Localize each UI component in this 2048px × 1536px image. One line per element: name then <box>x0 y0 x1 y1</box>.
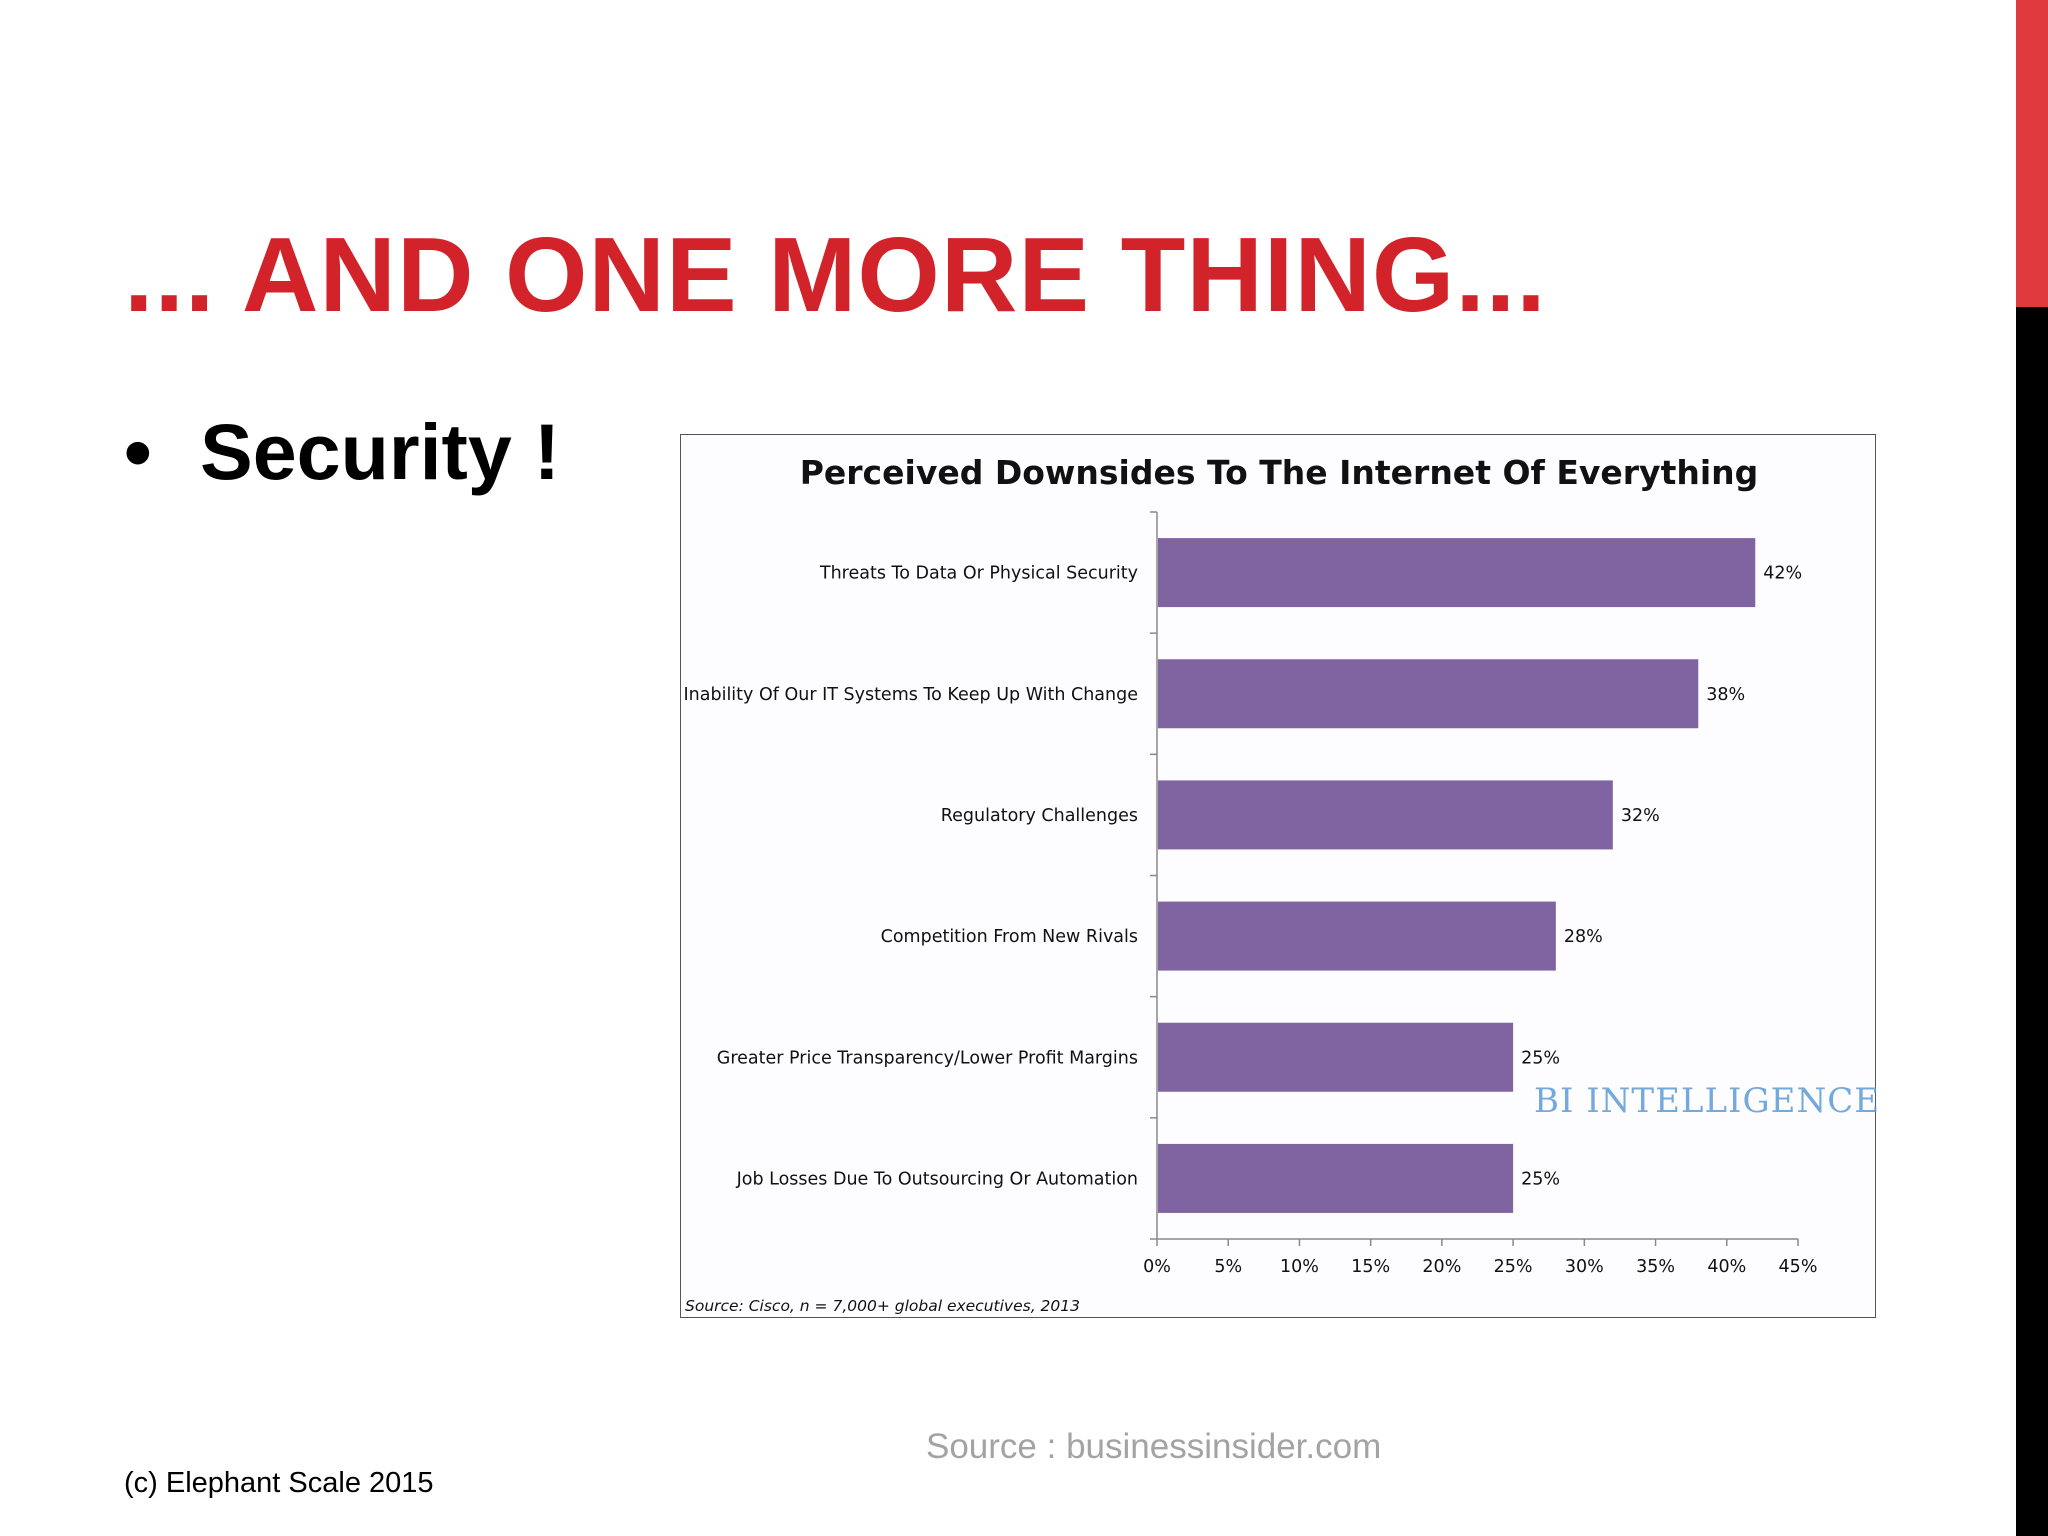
data-label: 25% <box>1521 1048 1560 1068</box>
category-label: Threats To Data Or Physical Security <box>819 564 1138 584</box>
data-label: 38% <box>1706 685 1745 705</box>
footer-source: Source : businessinsider.com <box>926 1427 1382 1466</box>
bullet-text: Security ! <box>200 407 561 496</box>
footer-copyright: (c) Elephant Scale 2015 <box>124 1467 434 1499</box>
x-tick-label: 5% <box>1214 1257 1242 1277</box>
bar <box>1158 1022 1514 1092</box>
accent-bar-black <box>2016 307 2048 1536</box>
chart-frame: Perceived Downsides To The Internet Of E… <box>680 434 1878 1318</box>
bar <box>1158 659 1699 729</box>
x-tick-label: 30% <box>1565 1257 1604 1277</box>
chart-title: Perceived Downsides To The Internet Of E… <box>800 453 1759 492</box>
bi-intelligence-watermark: BI INTELLIGENCE <box>1534 1081 1877 1121</box>
bar <box>1158 901 1556 971</box>
x-tick-label: 45% <box>1779 1257 1818 1277</box>
x-tick-label: 40% <box>1707 1257 1746 1277</box>
bar-chart: Perceived Downsides To The Internet Of E… <box>684 453 1878 1315</box>
x-tick-label: 15% <box>1351 1257 1390 1277</box>
x-tick-label: 10% <box>1280 1257 1319 1277</box>
data-label: 25% <box>1521 1169 1560 1189</box>
x-tick-label: 0% <box>1143 1257 1171 1277</box>
x-tick-label: 20% <box>1422 1257 1461 1277</box>
bar <box>1158 538 1756 608</box>
bar <box>1158 780 1613 850</box>
data-label: 28% <box>1564 927 1603 947</box>
category-label: Inability Of Our IT Systems To Keep Up W… <box>684 685 1139 705</box>
x-tick-label: 25% <box>1494 1257 1533 1277</box>
data-label: 42% <box>1763 564 1802 584</box>
bullet-item-security: • Security ! <box>124 412 560 491</box>
chart-source-note: Source: Cisco, n = 7,000+ global executi… <box>685 1297 1080 1315</box>
category-label: Greater Price Transparency/Lower Profit … <box>717 1048 1138 1068</box>
accent-bar-red <box>2016 0 2048 307</box>
bar <box>1158 1143 1514 1213</box>
bullet-dot: • <box>124 407 152 496</box>
category-label: Regulatory Challenges <box>941 806 1138 826</box>
category-label: Job Losses Due To Outsourcing Or Automat… <box>736 1169 1138 1189</box>
category-label: Competition From New Rivals <box>881 927 1138 947</box>
x-tick-label: 35% <box>1636 1257 1675 1277</box>
data-label: 32% <box>1621 806 1660 826</box>
slide-title: ... AND ONE MORE THING... <box>124 216 1547 334</box>
